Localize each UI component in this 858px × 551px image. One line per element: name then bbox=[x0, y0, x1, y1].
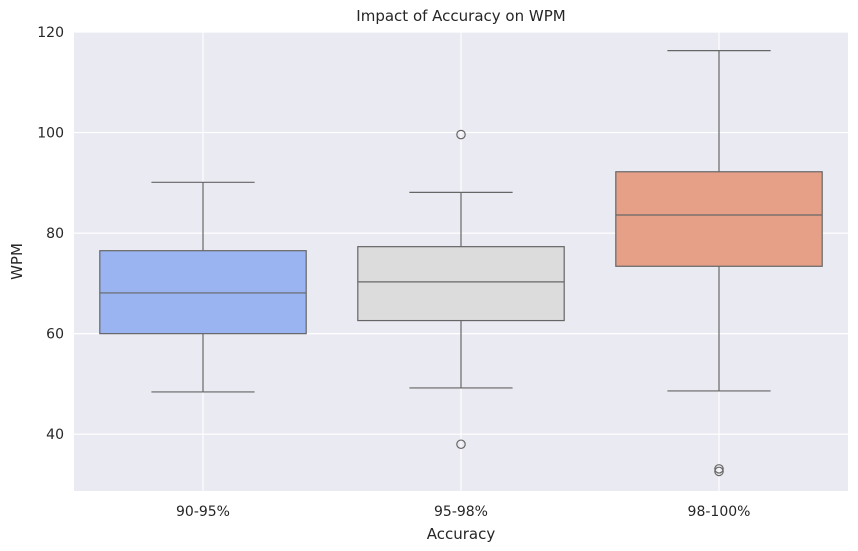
box-iqr bbox=[357, 246, 565, 322]
box-group bbox=[99, 181, 307, 393]
box-group bbox=[615, 50, 823, 477]
y-tick-label: 100 bbox=[37, 126, 64, 142]
y-tick-label: 40 bbox=[46, 427, 64, 443]
y-axis-label: WPM bbox=[8, 243, 26, 280]
outlier-point bbox=[456, 129, 466, 140]
x-tick-label: 95-98% bbox=[434, 504, 488, 520]
y-tick-label: 120 bbox=[37, 25, 64, 41]
x-tick-label: 98-100% bbox=[688, 504, 751, 520]
box-group bbox=[357, 129, 565, 450]
y-tick-label: 60 bbox=[46, 327, 64, 343]
boxes-layer bbox=[99, 50, 823, 477]
box-iqr bbox=[615, 171, 823, 267]
chart-title: Impact of Accuracy on WPM bbox=[356, 7, 565, 25]
y-tick-labels: 40 60 80 100 120 bbox=[37, 25, 64, 443]
y-tick-label: 80 bbox=[46, 226, 64, 242]
x-tick-label: 90-95% bbox=[176, 504, 230, 520]
box-iqr bbox=[99, 250, 307, 335]
outlier-point bbox=[456, 439, 466, 450]
outlier-point bbox=[714, 466, 724, 477]
outlier-point bbox=[714, 464, 724, 474]
x-axis-label: Accuracy bbox=[427, 525, 496, 543]
x-tick-labels: 90-95% 95-98% 98-100% bbox=[176, 504, 750, 520]
